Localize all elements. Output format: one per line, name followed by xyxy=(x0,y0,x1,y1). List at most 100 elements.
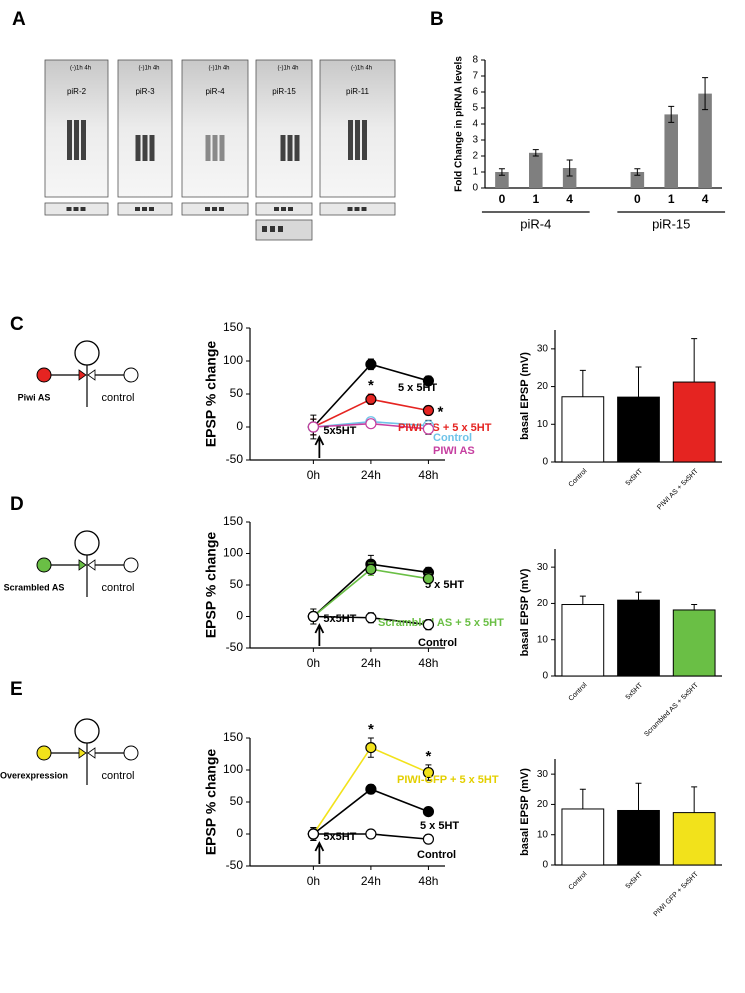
y-tick-label: 1 xyxy=(472,167,478,178)
marker xyxy=(422,423,435,435)
y-tick-label: 5 xyxy=(472,103,478,114)
bar xyxy=(672,381,716,463)
blot-band xyxy=(135,135,141,161)
blot-band xyxy=(67,120,72,160)
strip-band xyxy=(212,207,217,211)
marker xyxy=(422,404,435,417)
blot-name: piR-4 xyxy=(205,87,225,96)
blot-band xyxy=(348,120,353,160)
synapse-control xyxy=(87,559,96,571)
x-tick-label: 4 xyxy=(702,192,709,206)
series-line xyxy=(312,568,429,618)
bar xyxy=(664,114,678,188)
x-tick-label: Control xyxy=(568,467,589,488)
y-tick-label: 10 xyxy=(537,829,549,840)
control-neuron xyxy=(123,557,139,573)
strip-band xyxy=(142,207,147,211)
y-tick-label: 0 xyxy=(236,826,243,840)
y-tick-label: 0 xyxy=(542,457,548,468)
marker xyxy=(307,421,319,433)
y-tick-label: -50 xyxy=(226,858,244,872)
panel-label: E xyxy=(10,679,23,700)
blot-header: (-)1h 4h xyxy=(138,66,159,72)
blot-band xyxy=(355,120,360,160)
bar xyxy=(617,809,660,866)
strip-band xyxy=(361,207,367,211)
blot-band xyxy=(287,135,293,161)
control-neuron xyxy=(123,367,139,383)
bar xyxy=(529,152,543,188)
y-tick-label: 150 xyxy=(223,320,243,334)
series-label: Scrambled AS + 5 x 5HT xyxy=(378,617,504,629)
x-tick-label: 48h xyxy=(418,656,438,670)
marker xyxy=(365,828,377,840)
x-tick-label: 0h xyxy=(307,656,320,670)
series-label: Control xyxy=(433,432,472,444)
y-tick-label: 30 xyxy=(537,769,549,780)
y-tick-label: 20 xyxy=(537,799,549,810)
y-axis-label: EPSP % change xyxy=(203,341,219,448)
control-label: control xyxy=(101,770,134,782)
error-bar xyxy=(579,788,586,809)
control-label: control xyxy=(101,392,134,404)
marker xyxy=(307,828,319,840)
series-label: PIWI-GFP + 5 x 5HT xyxy=(397,774,499,786)
marker xyxy=(365,358,377,370)
bar xyxy=(495,172,509,188)
blot-header: (-)1h 4h xyxy=(277,66,298,72)
blot-band xyxy=(219,135,225,161)
blot-name: piR-2 xyxy=(67,87,87,96)
bar xyxy=(617,396,660,463)
marker xyxy=(422,805,435,818)
series-label: Control xyxy=(418,637,457,649)
bar xyxy=(617,599,660,677)
strip-band xyxy=(281,207,286,211)
arrow-label: 5x5HT xyxy=(323,425,356,437)
x-tick-label: 1 xyxy=(532,192,539,206)
marker xyxy=(422,375,435,387)
blot-name: piR-15 xyxy=(272,87,296,96)
y-tick-label: 8 xyxy=(472,55,478,66)
y-tick-label: 3 xyxy=(472,135,478,146)
strip-band xyxy=(73,207,79,211)
y-tick-label: -50 xyxy=(226,452,244,466)
synapse-control xyxy=(87,369,96,381)
marker xyxy=(365,393,377,405)
marker xyxy=(365,741,377,754)
x-tick-label: 0 xyxy=(499,192,506,206)
blot-name: piR-3 xyxy=(135,87,155,96)
blot xyxy=(117,59,173,198)
group-label: piR-4 xyxy=(520,216,551,231)
synapse xyxy=(78,559,87,571)
y-tick-label: 100 xyxy=(223,546,243,560)
x-tick-label: 24h xyxy=(361,656,381,670)
bar xyxy=(561,808,605,866)
blot-band xyxy=(81,120,86,160)
error-bar xyxy=(532,149,539,157)
x-tick-label: 1 xyxy=(668,192,675,206)
x-tick-label: 24h xyxy=(361,468,381,482)
strip-band xyxy=(274,207,279,211)
arrow-label: 5x5HT xyxy=(323,831,356,843)
marker xyxy=(365,418,377,430)
x-tick-label: 5x5HT xyxy=(625,467,645,487)
marker xyxy=(422,766,435,779)
blot-name: piR-11 xyxy=(346,87,370,96)
control-neuron xyxy=(123,745,139,761)
series-label: 5 x 5HT xyxy=(425,579,464,591)
strip-band xyxy=(205,207,210,211)
strip-band xyxy=(66,207,72,211)
x-tick-label: 0h xyxy=(307,468,320,482)
error-bar xyxy=(579,595,586,605)
strip-band xyxy=(219,207,224,211)
error-bar xyxy=(498,168,505,176)
series-line xyxy=(312,788,429,835)
blot xyxy=(255,59,313,198)
treated-neuron xyxy=(36,745,52,761)
strip-band xyxy=(354,207,360,211)
panel-label: A xyxy=(12,9,26,30)
y-axis-label: EPSP % change xyxy=(203,749,219,856)
marker xyxy=(422,573,435,585)
blot-band xyxy=(142,135,148,161)
error-bar xyxy=(566,159,573,177)
